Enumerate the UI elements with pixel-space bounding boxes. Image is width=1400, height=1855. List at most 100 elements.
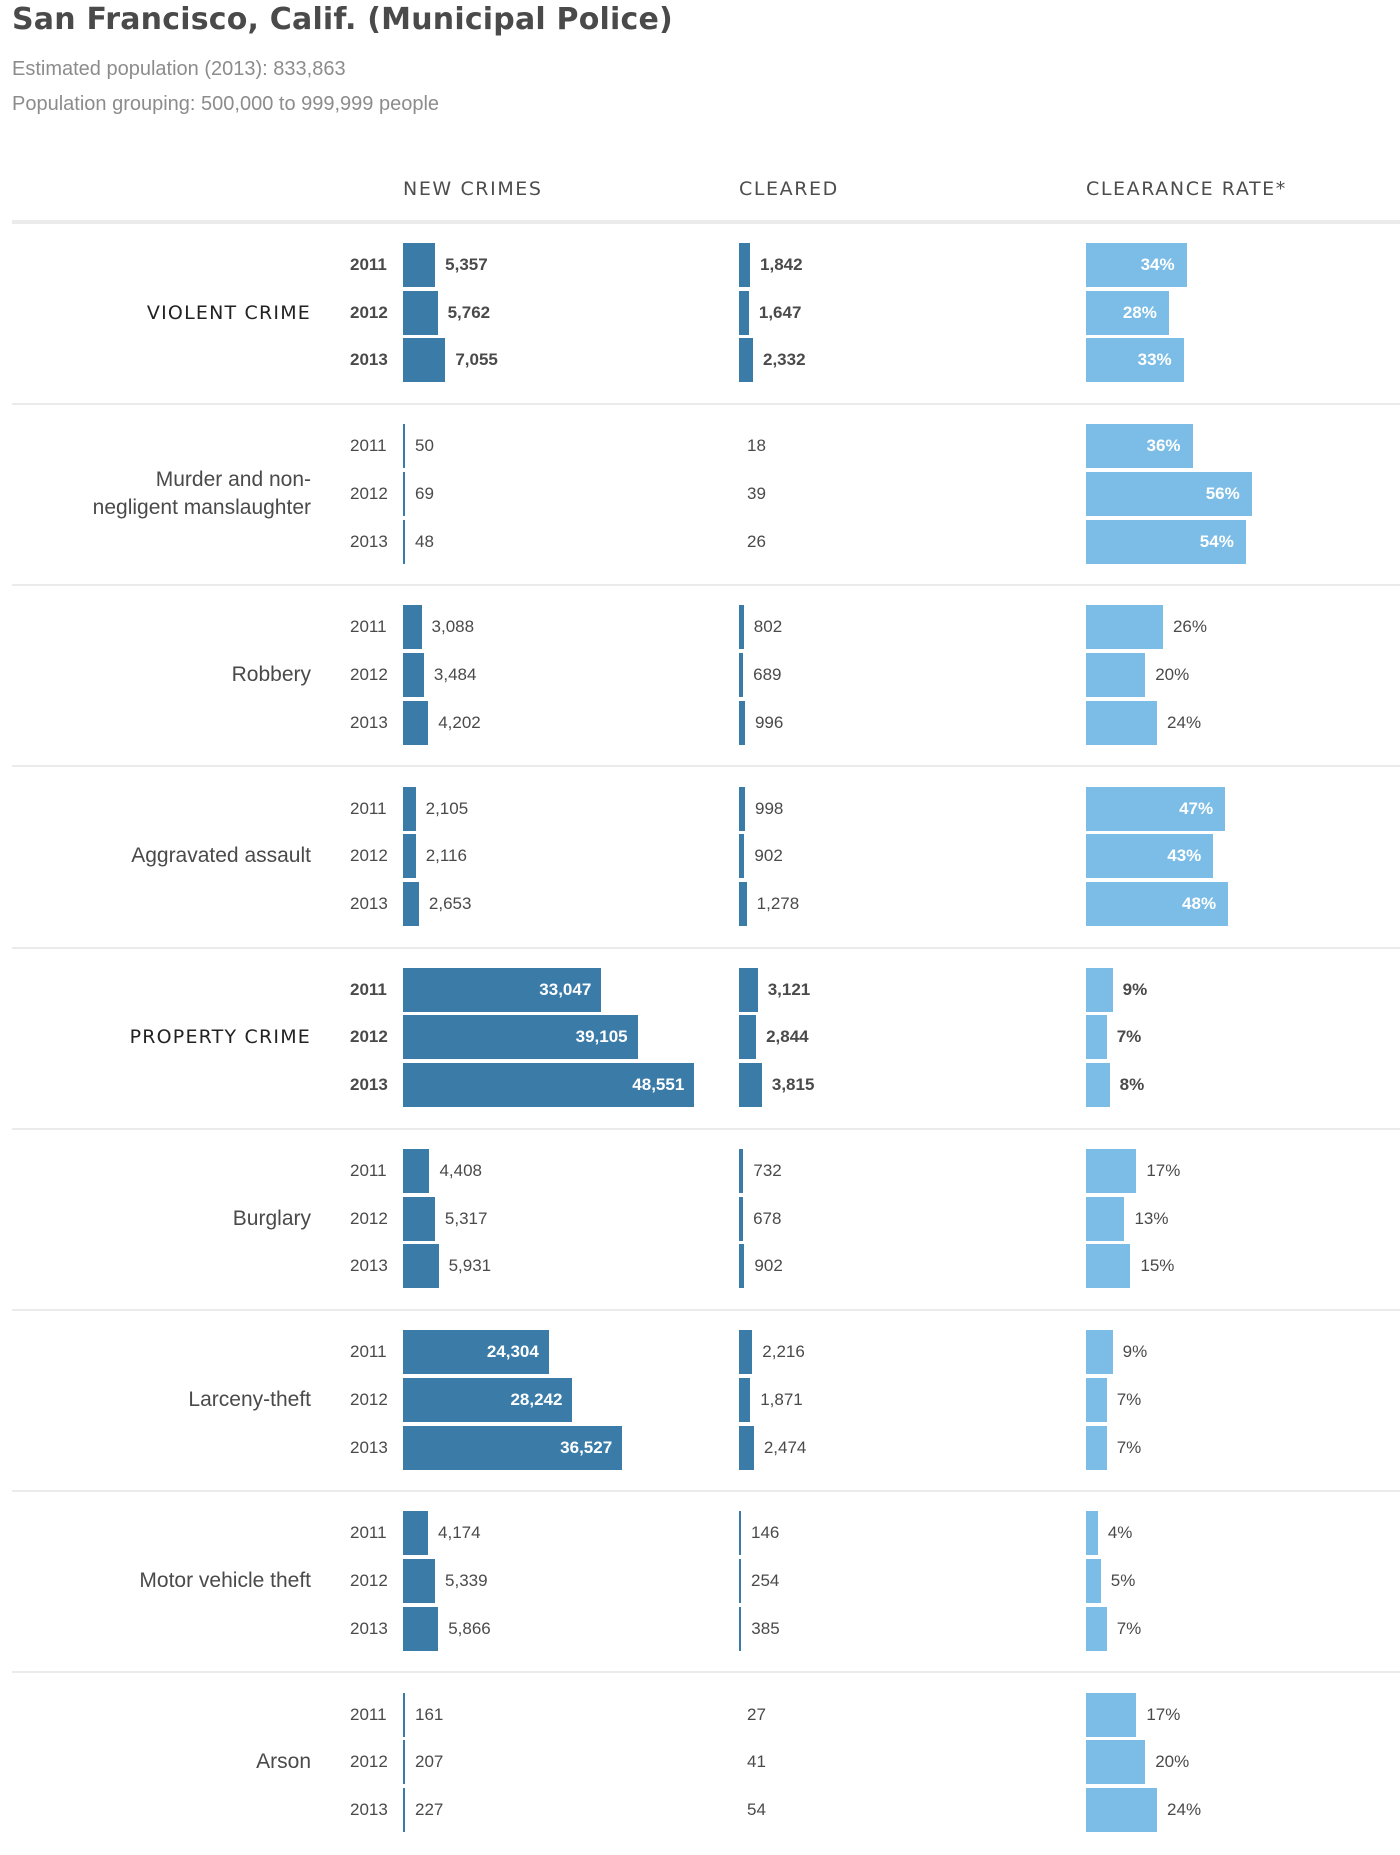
year-row: 2013 227 54 24% [0,1787,1400,1832]
clearance-rate-value: 56% [1205,483,1240,503]
cleared-value: 146 [751,1523,780,1543]
new-crimes-value: 4,202 [438,712,481,732]
clearance-rate-value: 24% [1167,1799,1202,1819]
year-label: 2013 [350,712,388,732]
clearance-rate-value: 7% [1116,1618,1142,1638]
cleared-bar [739,1196,744,1241]
cleared-value: 2,844 [766,1027,809,1047]
cleared-bar [739,1244,745,1289]
new-crimes-bar [403,243,436,287]
year-label: 2012 [350,1208,388,1228]
year-row: 2012 5,317 678 13% [0,1196,1400,1241]
cleared-bar [739,786,745,831]
year-label: 2013 [350,1618,388,1638]
cleared-bar [739,1606,742,1651]
clearance-rate-bar [1086,1149,1137,1193]
cleared-value: 1,647 [758,302,802,322]
new-crimes-bar [403,1787,405,1832]
cleared-value: 54 [747,1799,766,1819]
clearance-rate-value: 7% [1116,1437,1142,1457]
clearance-rate-bar [1086,1015,1107,1060]
year-row: 2011 4,174 146 4% [0,1511,1400,1556]
year-row: 2011 2,105 998 47% [0,786,1400,831]
cleared-value: 2,216 [762,1342,805,1362]
year-label: 2012 [350,665,388,685]
year-row: 2013 5,866 385 7% [0,1606,1400,1651]
new-crimes-bar [403,1244,439,1289]
category-section-motor-vehicle-theft: Motor vehicle theft 2011 4,174 146 4% 2012 5,3… [0,1492,1400,1674]
cleared-bar [739,834,745,879]
new-crimes-value: 24,304 [486,1342,539,1362]
new-crimes-value: 33,047 [539,979,592,999]
year-label: 2012 [350,1389,388,1409]
new-crimes-value: 39,105 [575,1027,628,1047]
new-crimes-bar [403,1149,430,1193]
year-row: 2013 2,653 1,278 48% [0,881,1400,926]
new-crimes-value: 5,866 [448,1618,491,1638]
cleared-value: 1,278 [756,893,800,913]
category-label: Motor vehicle theft [139,1569,311,1593]
year-label: 2013 [350,893,388,913]
clearance-rate-bar [1086,1244,1131,1289]
year-label: 2011 [350,1704,387,1724]
clearance-rate-value: 54% [1199,531,1234,551]
new-crimes-value: 36,527 [560,1437,613,1457]
clearance-rate-value: 8% [1119,1075,1145,1095]
section-divider [12,1309,1400,1311]
new-crimes-value: 207 [415,1752,444,1772]
new-crimes-bar [403,605,422,650]
year-label: 2012 [350,1571,388,1591]
year-label: 2012 [350,483,388,503]
year-label: 2013 [350,1437,388,1457]
year-label: 2013 [350,1256,388,1276]
year-row: 2013 4,202 996 24% [0,700,1400,745]
clearance-rate-bar [1086,1063,1110,1108]
category-label: Burglary [232,1206,311,1230]
cleared-value: 18 [747,436,766,456]
cleared-value: 2,332 [762,350,806,370]
clearance-rate-value: 9% [1122,979,1148,999]
cleared-value: 39 [747,483,766,503]
cleared-bar [739,338,753,383]
year-label: 2012 [350,846,388,866]
new-crimes-bar [403,1559,436,1604]
category-section-property-crime: PROPERTY CRIME 2011 33,047 3,121 9% 2012 39,10… [0,949,1400,1130]
clearance-rate-bar [1086,653,1146,698]
section-divider [12,946,1400,949]
category-section-burglary: Burglary 2011 4,408 732 17% 2012 5,317 678 13% 20… [0,1130,1400,1311]
new-crimes-bar [403,700,429,745]
clearance-rate-bar [1086,424,1193,469]
cleared-bar [739,1063,762,1108]
year-label: 2011 [350,979,387,999]
cleared-bar [739,243,751,287]
category-section-aggravated-assault: Aggravated assault 2011 2,105 998 47% 2012 2,1… [0,768,1400,949]
year-row: 2011 33,047 3,121 9% [0,967,1400,1012]
new-crimes-bar [403,471,405,516]
year-label: 2011 [350,798,387,818]
clearance-rate-bar [1086,1559,1101,1604]
clearance-rate-value: 36% [1146,436,1181,456]
new-crimes-bar [403,1740,405,1785]
population-text: Estimated population (2013): 833,863 [12,58,346,80]
new-crimes-value: 5,931 [448,1256,492,1276]
clearance-rate-bar [1086,1425,1107,1470]
new-crimes-value: 5,317 [444,1208,488,1228]
year-label: 2013 [350,1799,388,1819]
new-crimes-value: 2,653 [428,893,472,913]
cleared-value: 1,842 [760,255,803,274]
year-label: 2013 [350,350,388,370]
new-crimes-value: 3,484 [433,665,477,685]
clearance-rate-value: 47% [1179,798,1214,818]
clearance-rate-value: 28% [1122,302,1157,322]
new-crimes-value: 48,551 [632,1075,685,1095]
new-crimes-bar [403,1511,429,1556]
cleared-bar [739,1425,754,1470]
clearance-rate-bar [1086,290,1169,335]
new-crimes-value: 5,357 [445,255,488,274]
clearance-rate-value: 17% [1146,1161,1181,1180]
new-crimes-value: 161 [415,1704,444,1724]
clearance-rate-value: 24% [1167,712,1202,732]
year-label: 2011 [350,436,387,456]
year-label: 2012 [350,302,388,322]
clearance-rate-value: 5% [1110,1571,1136,1591]
